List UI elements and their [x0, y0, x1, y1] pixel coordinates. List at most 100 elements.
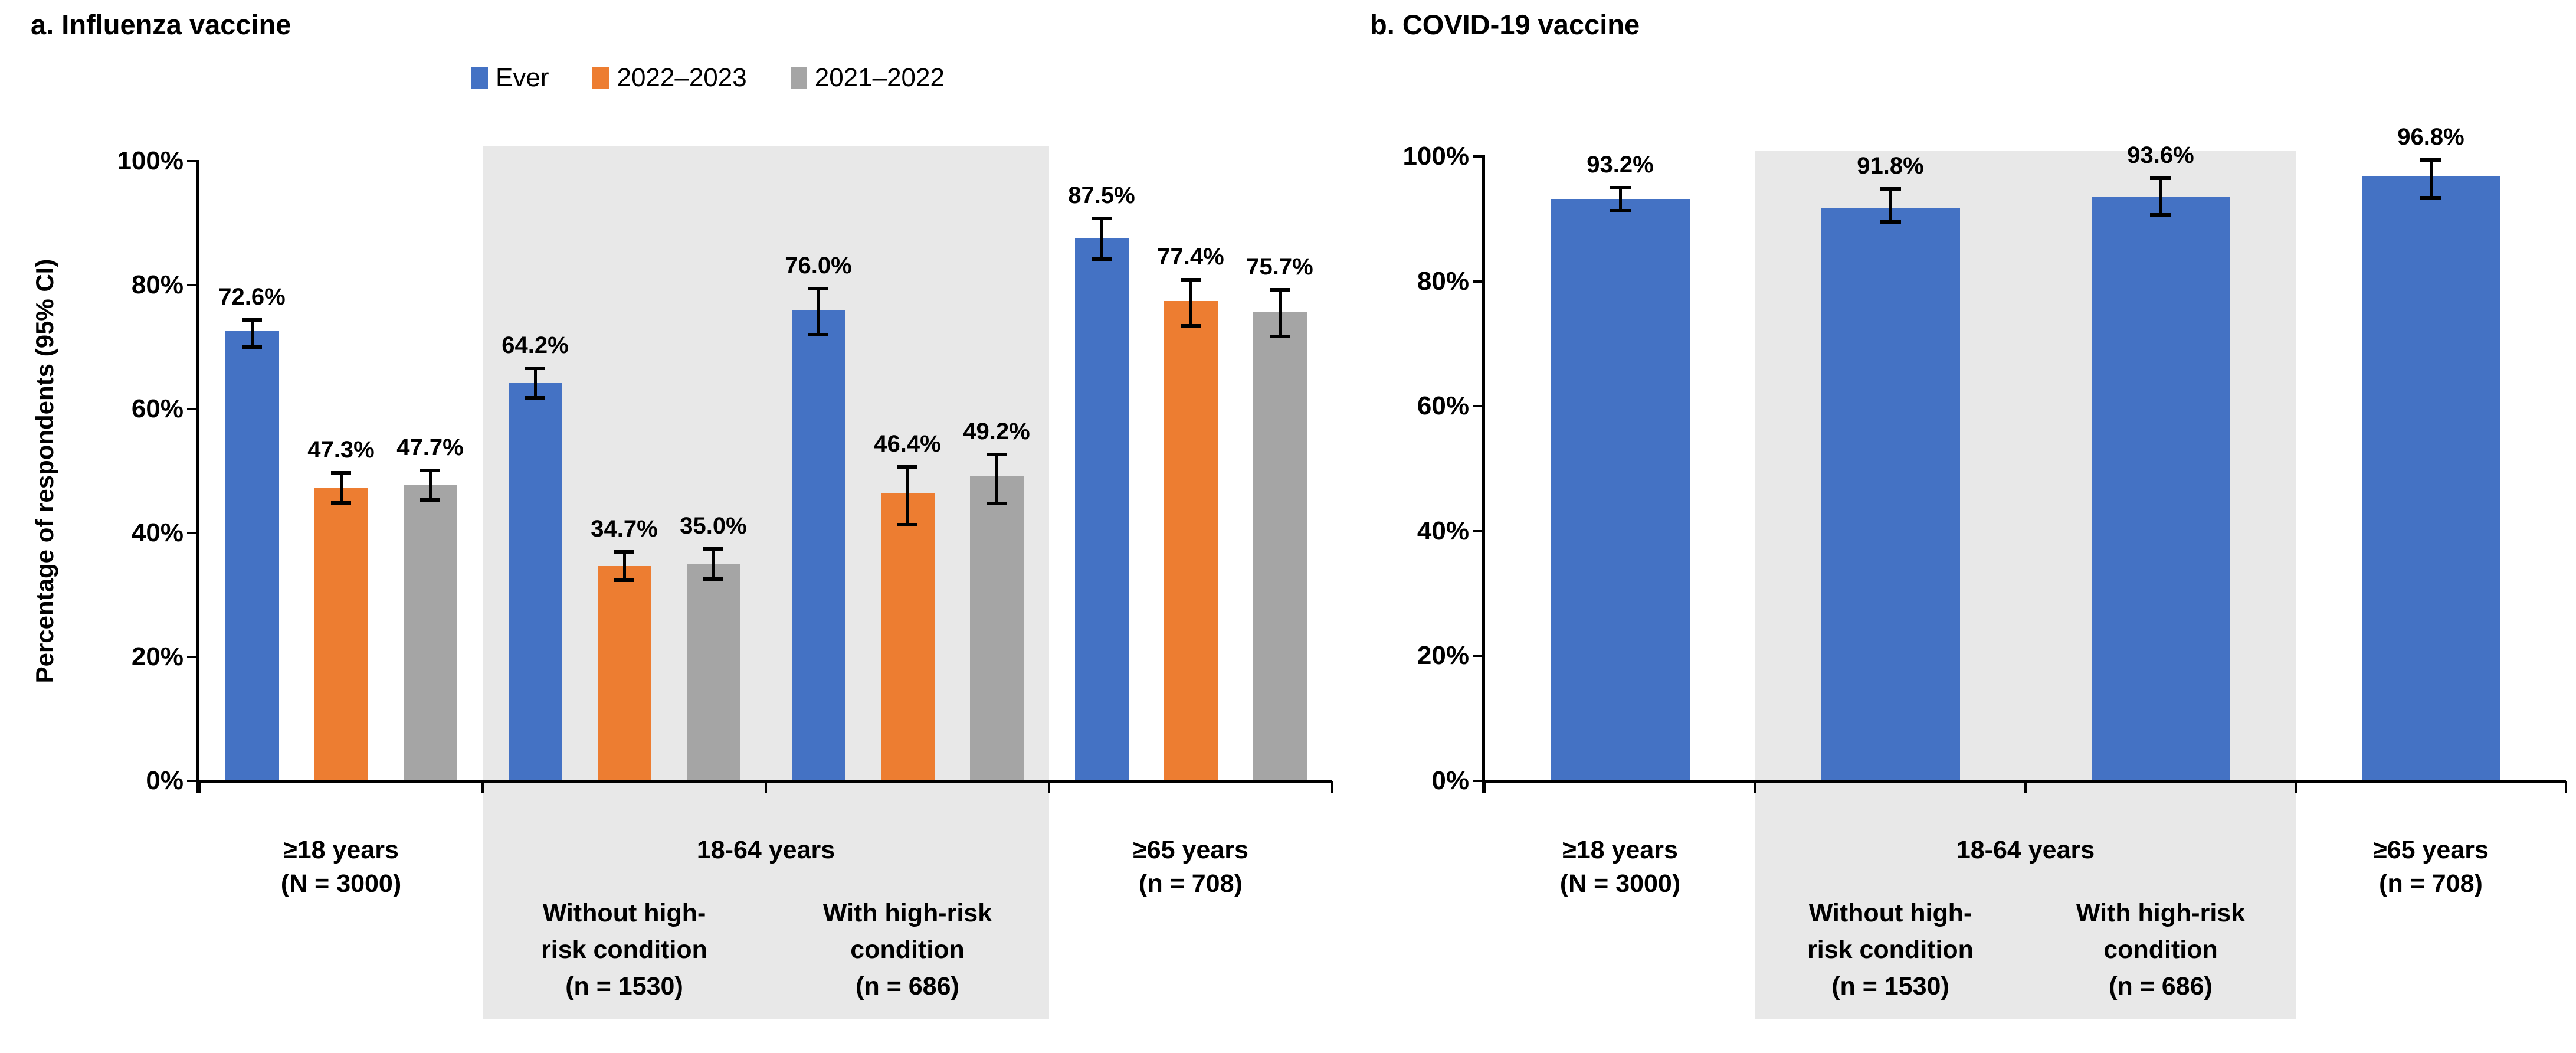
bar-ever-group1-a: [508, 382, 562, 781]
band-label-a: 18-64 years: [696, 836, 835, 864]
error-bar-line: [817, 289, 820, 335]
error-bar-cap-bottom: [1610, 209, 1631, 213]
group-label-a-g2-line2: (n = 686): [856, 972, 959, 1000]
group-label-b-g0-line1: (N = 3000): [1559, 869, 1681, 898]
error-bar-cap-bottom: [242, 345, 262, 349]
legend-item-2021-2022: 2021–2022: [790, 63, 945, 93]
bar-ever-group3-b: [2361, 176, 2500, 781]
panel-a-title: a. Influenza vaccine: [31, 9, 291, 40]
bar-ever-group3-a: [1074, 238, 1129, 781]
error-bar-line: [2159, 178, 2162, 215]
bar-ever-group0-b: [1551, 198, 1690, 781]
error-bar-cap-top: [808, 287, 828, 291]
legend-swatch-ever: [471, 67, 488, 89]
error-bar-line: [712, 549, 715, 579]
y-tick-label-a: 60%: [131, 394, 183, 423]
y-tick-a: [187, 160, 196, 162]
error-bar-line: [1889, 189, 1892, 223]
legend-label: 2022–2023: [617, 63, 747, 92]
error-bar-cap-top: [242, 318, 262, 322]
y-tick-a: [187, 408, 196, 410]
y-axis-b: [1482, 155, 1485, 793]
error-bar-cap-top: [1270, 288, 1290, 292]
error-bar-cap-bottom: [808, 333, 828, 336]
data-label-2021-2022-group3: 75.7%: [1246, 254, 1313, 280]
data-label-ever-group2: 93.6%: [2127, 142, 2194, 169]
y-tick-label-b: 60%: [1417, 391, 1469, 421]
x-tick-b: [2565, 781, 2567, 793]
group-label-a-g0-line1: (N = 3000): [280, 869, 402, 898]
panel-b-title: b. COVID-19 vaccine: [1370, 9, 1640, 40]
x-tick-b: [1484, 781, 1486, 793]
error-bar-cap-top: [525, 366, 545, 370]
error-bar-cap-bottom: [614, 578, 634, 582]
data-label-2022-2023-group3: 77.4%: [1157, 243, 1224, 270]
bar-ever-group1-b: [1821, 207, 1960, 781]
highlight-band-a: [483, 146, 1049, 1019]
y-tick-label-b: 20%: [1417, 641, 1469, 671]
error-bar-cap-top: [2420, 158, 2441, 162]
data-label-ever-group3: 87.5%: [1068, 182, 1135, 208]
group-label-a-g2-line0: With high-risk: [822, 899, 992, 927]
group-label-b-g1-line0: Without high-: [1808, 899, 1972, 927]
error-bar-cap-bottom: [1092, 257, 1112, 261]
data-label-2022-2023-group1: 34.7%: [591, 515, 658, 542]
y-tick-label-a: 40%: [131, 518, 183, 547]
y-tick-b: [1473, 280, 1482, 283]
legend-swatch-2021-2022: [790, 67, 807, 89]
bar-ever-group2-b: [2091, 196, 2230, 781]
error-bar-cap-top: [420, 468, 440, 472]
error-bar-cap-top: [614, 550, 634, 554]
error-bar-line: [250, 319, 254, 347]
error-bar-line: [2429, 160, 2433, 198]
group-label-a-g0-line0: ≥18 years: [283, 836, 399, 864]
band-label-b: 18-64 years: [1956, 836, 2095, 864]
y-tick-b: [1473, 405, 1482, 408]
error-bar-cap-bottom: [897, 523, 917, 527]
x-tick-b: [2295, 781, 2297, 793]
error-bar-cap-top: [331, 471, 351, 475]
data-label-ever-group2: 76.0%: [785, 253, 852, 279]
y-tick-b: [1473, 780, 1482, 782]
error-bar-cap-top: [1880, 187, 1901, 191]
bar-2022-2023-group2-a: [880, 493, 935, 781]
bar-2022-2023-group1-a: [597, 565, 651, 781]
y-tick-label-a: 100%: [117, 146, 183, 175]
error-bar-line: [995, 454, 998, 503]
group-label-b-g2-line0: With high-risk: [2076, 899, 2246, 927]
y-axis-a: [196, 160, 199, 793]
y-tick-label-b: 100%: [1402, 142, 1469, 171]
y-tick-label-a: 20%: [131, 642, 183, 671]
y-tick-label-b: 80%: [1417, 266, 1469, 296]
y-tick-b: [1473, 655, 1482, 658]
error-bar-cap-bottom: [2420, 195, 2441, 200]
error-bar-line: [428, 470, 432, 501]
error-bar-cap-top: [703, 547, 723, 551]
bar-2021-2022-group2-a: [969, 476, 1024, 781]
error-bar-cap-top: [2150, 176, 2171, 181]
y-tick-a: [187, 780, 196, 782]
error-bar-line: [339, 473, 343, 503]
x-tick-b: [2024, 781, 2027, 793]
legend-label: Ever: [496, 63, 549, 92]
data-label-ever-group0: 93.2%: [1587, 151, 1654, 178]
error-bar-cap-bottom: [987, 501, 1007, 505]
error-bar-cap-top: [1610, 185, 1631, 189]
error-bar-cap-top: [987, 452, 1007, 456]
x-tick-a: [1331, 781, 1333, 793]
group-label-b-g3-line1: (n = 708): [2379, 869, 2483, 898]
error-bar-line: [533, 368, 537, 398]
y-tick-label-a: 0%: [146, 766, 183, 795]
group-label-a-g1-line0: Without high-: [542, 899, 706, 927]
x-axis-b: [1482, 780, 2566, 783]
bar-2022-2023-group3-a: [1164, 301, 1218, 781]
x-tick-a: [1048, 781, 1050, 793]
error-bar-cap-bottom: [703, 577, 723, 581]
error-bar-line: [1189, 279, 1192, 326]
group-label-a-g1-line1: risk condition: [541, 936, 707, 964]
error-bar-cap-top: [897, 465, 917, 469]
error-bar-cap-bottom: [1270, 335, 1290, 339]
bar-ever-group2-a: [791, 310, 845, 781]
error-bar-cap-top: [1181, 277, 1201, 282]
